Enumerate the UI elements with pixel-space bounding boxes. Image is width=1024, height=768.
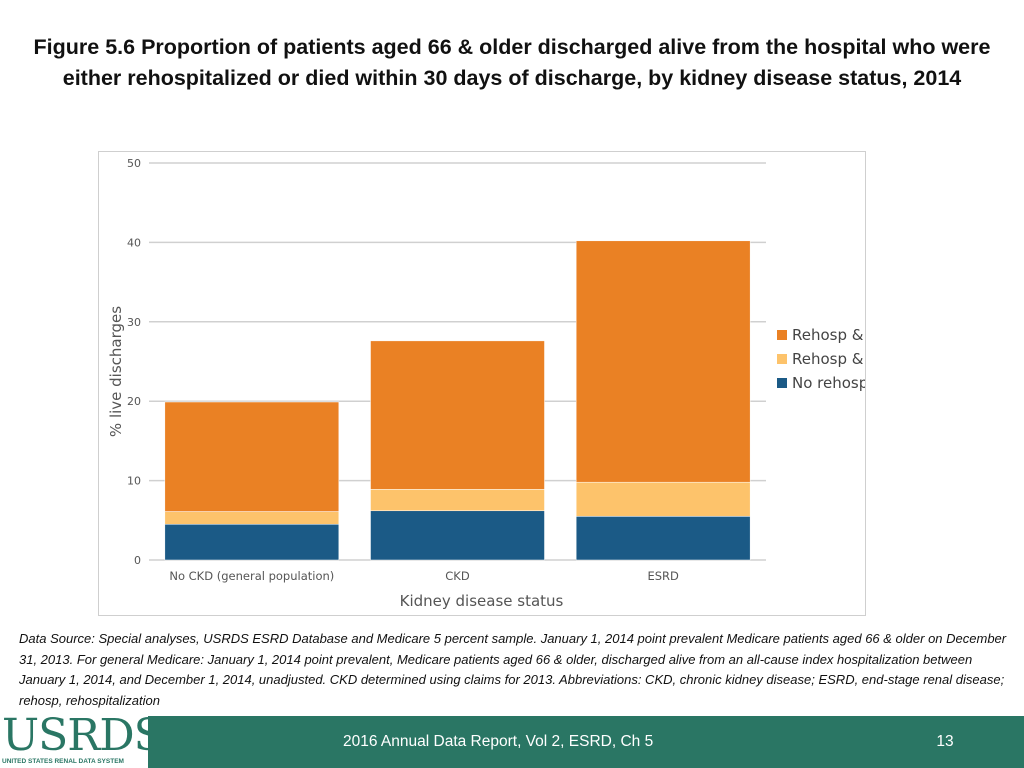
y-tick-label: 20 bbox=[127, 395, 141, 408]
y-tick-label: 50 bbox=[127, 157, 141, 170]
y-tick-label: 40 bbox=[127, 236, 141, 249]
legend-swatch bbox=[777, 354, 787, 364]
legend-label: Rehosp & alive bbox=[792, 326, 865, 344]
bar-segment bbox=[575, 516, 751, 561]
footer-bar bbox=[0, 716, 1024, 768]
logo-wordmark: USRDS bbox=[2, 716, 148, 761]
bar-segment bbox=[370, 489, 545, 512]
bar-segment bbox=[370, 340, 545, 490]
bar-segment bbox=[164, 511, 340, 525]
usrds-logo: USRDS UNITED STATES RENAL DATA SYSTEM bbox=[0, 716, 148, 768]
report-label: 2016 Annual Data Report, Vol 2, ESRD, Ch… bbox=[343, 733, 654, 750]
x-tick-label: ESRD bbox=[647, 569, 679, 583]
y-axis-label: % live discharges bbox=[107, 306, 125, 437]
legend-swatch bbox=[777, 378, 787, 388]
legend-label: No rehosp & died bbox=[792, 374, 865, 392]
bar-segment bbox=[370, 510, 545, 561]
x-axis-label: Kidney disease status bbox=[400, 592, 564, 610]
x-tick-label: No CKD (general population) bbox=[169, 569, 334, 583]
bar-segment bbox=[164, 524, 340, 561]
stacked-bar-chart: 0 10 20 30 40 50 No CKD (general population) CK… bbox=[107, 157, 865, 610]
legend-swatch bbox=[777, 330, 787, 340]
y-tick-label: 30 bbox=[127, 316, 141, 329]
data-source-note: Data Source: Special analyses, USRDS ESR… bbox=[19, 631, 1007, 708]
bar-segment bbox=[164, 401, 340, 512]
x-tick-label: CKD bbox=[445, 569, 470, 583]
bar-segment bbox=[575, 240, 751, 483]
y-tick-label: 0 bbox=[134, 554, 141, 567]
y-tick-label: 10 bbox=[127, 475, 141, 488]
page-number: 13 bbox=[936, 733, 954, 750]
chart-frame: 0 10 20 30 40 50 No CKD (general population) CK… bbox=[98, 151, 866, 616]
legend-label: Rehosp & died bbox=[792, 350, 865, 368]
page-title: Figure 5.6 Proportion of patients aged 6… bbox=[33, 35, 991, 90]
logo-subtitle: UNITED STATES RENAL DATA SYSTEM bbox=[2, 758, 124, 765]
bar-segment bbox=[575, 481, 751, 517]
